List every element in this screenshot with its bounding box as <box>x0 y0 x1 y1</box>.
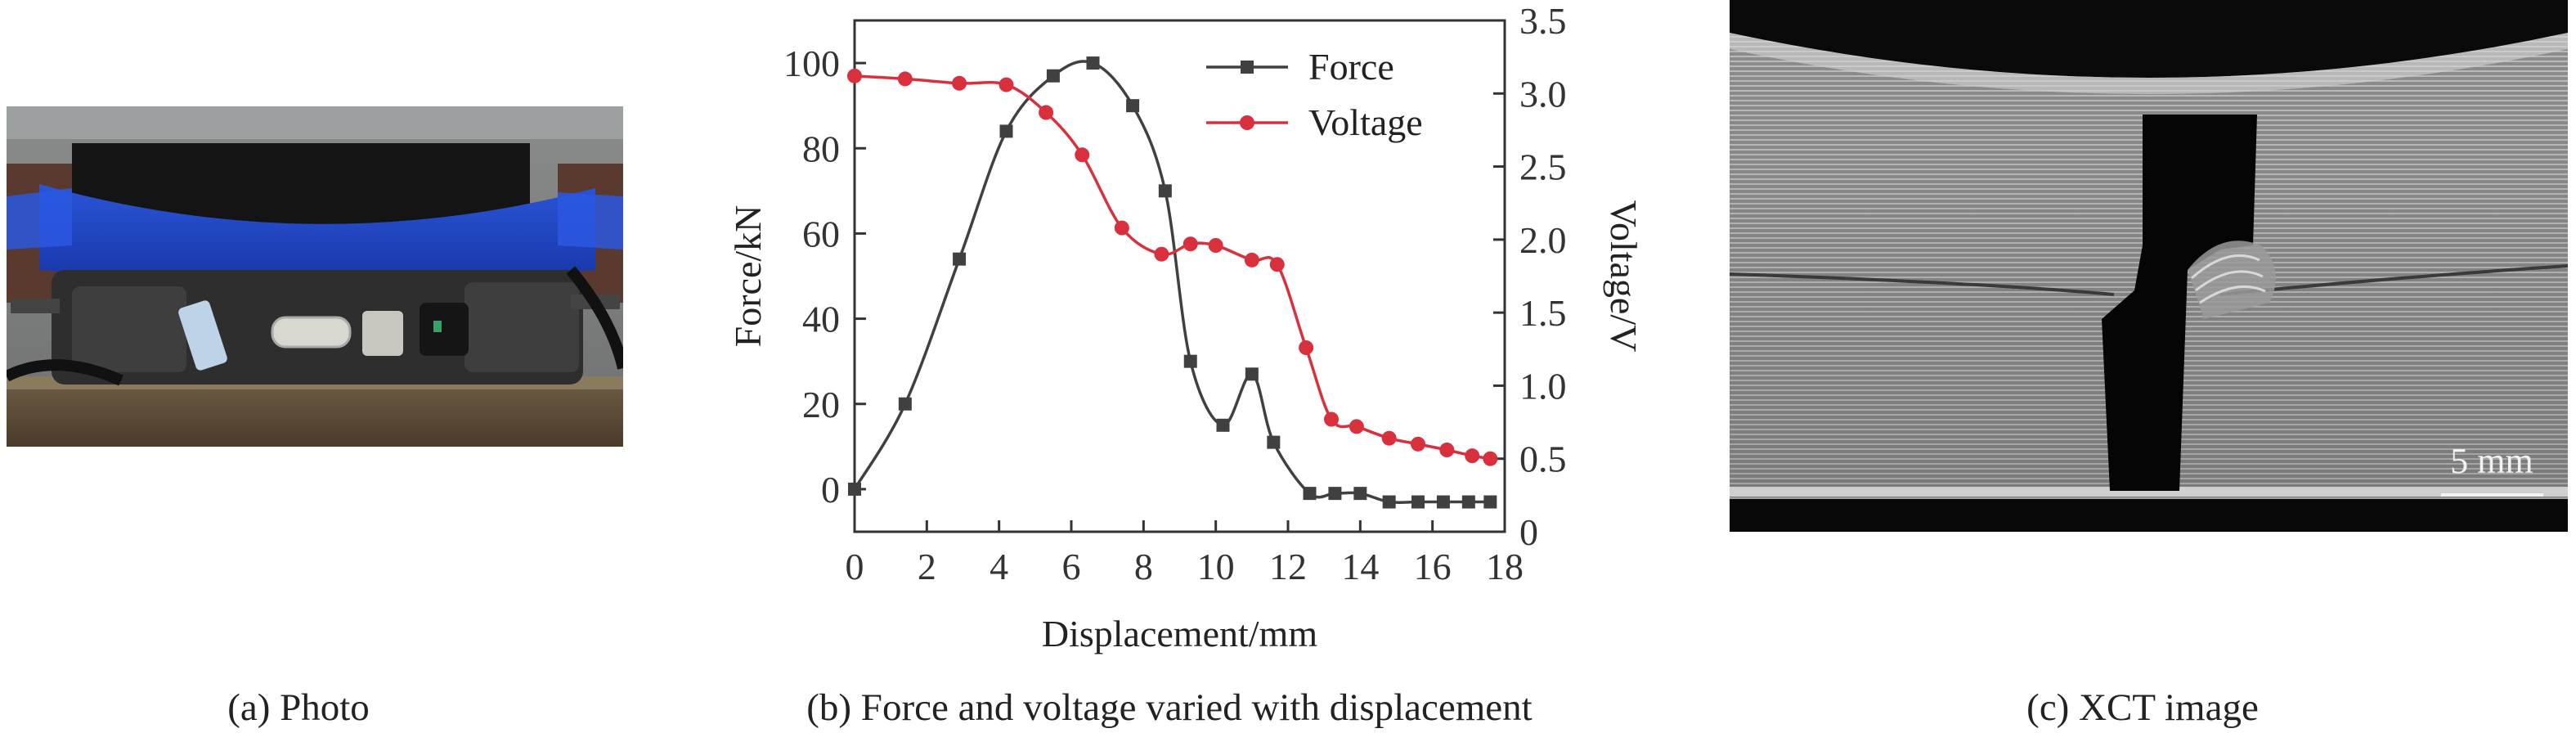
force-data-point <box>848 482 861 496</box>
voltage-data-point <box>1183 236 1198 252</box>
y-left-axis-title: Force/kN <box>727 205 769 348</box>
x-axis-title: Displacement/mm <box>1042 613 1317 654</box>
voltage-data-point <box>952 75 967 91</box>
x-tick-label: 12 <box>1269 546 1307 587</box>
y-left-tick-label: 80 <box>802 128 840 169</box>
voltage-data-point <box>1208 238 1223 253</box>
caption-xct: (c) XCT image <box>2026 686 2259 729</box>
photo-panel <box>7 106 623 447</box>
y-left-tick-label: 0 <box>821 469 840 510</box>
caption-photo: (a) Photo <box>227 686 370 729</box>
force-data-point <box>1328 487 1342 501</box>
force-data-point <box>1436 495 1450 509</box>
plot-frame <box>853 19 1506 533</box>
force-data-point <box>898 397 912 411</box>
force-data-point <box>1126 99 1140 113</box>
x-tick-label: 14 <box>1341 546 1379 587</box>
force-legend-marker <box>1241 61 1254 74</box>
voltage-data-point <box>1324 411 1339 427</box>
y-right-tick-label: 3.5 <box>1519 0 1567 42</box>
chart-panel: 0 2 4 6 8 10 12 14 16 18 0 20 40 60 80 100 0 0.5 1.0 1.5 2.0… <box>687 0 1668 679</box>
force-legend-label: Force <box>1308 46 1394 88</box>
voltage-data-point <box>1075 147 1090 163</box>
voltage-data-point <box>999 77 1014 92</box>
x-tick-label: 16 <box>1414 546 1452 587</box>
force-data-point <box>953 252 967 266</box>
voltage-data-point <box>1381 430 1397 446</box>
voltage-data-point <box>847 68 862 83</box>
caption-chart: (b) Force and voltage varied with displa… <box>806 686 1533 729</box>
voltage-data-point <box>1349 419 1364 434</box>
force-data-point <box>1461 495 1475 509</box>
force-data-point <box>1267 435 1281 449</box>
voltage-series-line <box>854 74 1491 461</box>
force-data-point <box>1158 184 1172 198</box>
xct-panel: 5 mm <box>1730 0 2568 532</box>
y-left-tick-label: 20 <box>802 384 840 425</box>
force-data-point <box>1382 495 1396 509</box>
voltage-data-point <box>1483 451 1498 466</box>
x-tick-label: 6 <box>1062 546 1081 587</box>
voltage-data-point <box>1244 252 1259 268</box>
x-tick-label: 0 <box>846 546 864 587</box>
force-data-point <box>999 124 1013 138</box>
y-right-tick-label: 1.0 <box>1519 365 1567 407</box>
force-data-point <box>1046 69 1060 83</box>
x-tick-label: 10 <box>1197 546 1235 587</box>
force-data-point <box>1216 418 1230 432</box>
photo-image <box>7 106 623 447</box>
voltage-data-point <box>1411 436 1425 452</box>
y-right-tick-label: 1.5 <box>1519 292 1567 334</box>
y-right-tick-label: 2.0 <box>1519 219 1567 261</box>
y-left-tick-label: 100 <box>783 43 840 84</box>
force-data-point <box>1411 495 1425 509</box>
voltage-data-point <box>1439 443 1455 457</box>
x-tick-label: 18 <box>1486 546 1524 587</box>
y-left-tick-label: 60 <box>802 213 840 254</box>
voltage-data-point <box>1299 340 1314 355</box>
force-voltage-chart: 0 2 4 6 8 10 12 14 16 1802040608010000.51.01.52.0… <box>727 0 1645 654</box>
x-tick-label: 8 <box>1134 546 1153 587</box>
y-right-tick-label: 0 <box>1519 511 1538 553</box>
y-right-axis-title: Voltage/V <box>1603 200 1645 353</box>
y-right-tick-label: 0.5 <box>1519 438 1567 480</box>
force-data-point <box>1483 495 1497 509</box>
voltage-data-point <box>1269 257 1285 272</box>
y-right-tick-label: 2.5 <box>1519 146 1567 188</box>
y-left-tick-label: 40 <box>802 299 840 340</box>
x-tick-label: 2 <box>918 546 936 587</box>
voltage-data-point <box>897 71 913 87</box>
voltage-legend-label: Voltage <box>1308 101 1423 143</box>
x-tick-label: 4 <box>990 546 1008 587</box>
y-right-tick-label: 3.0 <box>1519 73 1567 115</box>
force-data-point <box>1245 367 1259 381</box>
voltage-data-point <box>1465 448 1480 464</box>
force-data-point <box>1353 487 1367 501</box>
force-data-point <box>1086 56 1100 70</box>
force-data-point <box>1303 487 1317 501</box>
force-data-point <box>1183 354 1197 368</box>
voltage-data-point <box>1039 105 1054 120</box>
xct-image: 5 mm <box>1730 0 2568 532</box>
voltage-data-point <box>1114 220 1129 236</box>
scale-bar-label: 5 mm <box>2450 441 2533 481</box>
voltage-legend-marker <box>1240 115 1254 130</box>
voltage-data-point <box>1154 246 1169 262</box>
